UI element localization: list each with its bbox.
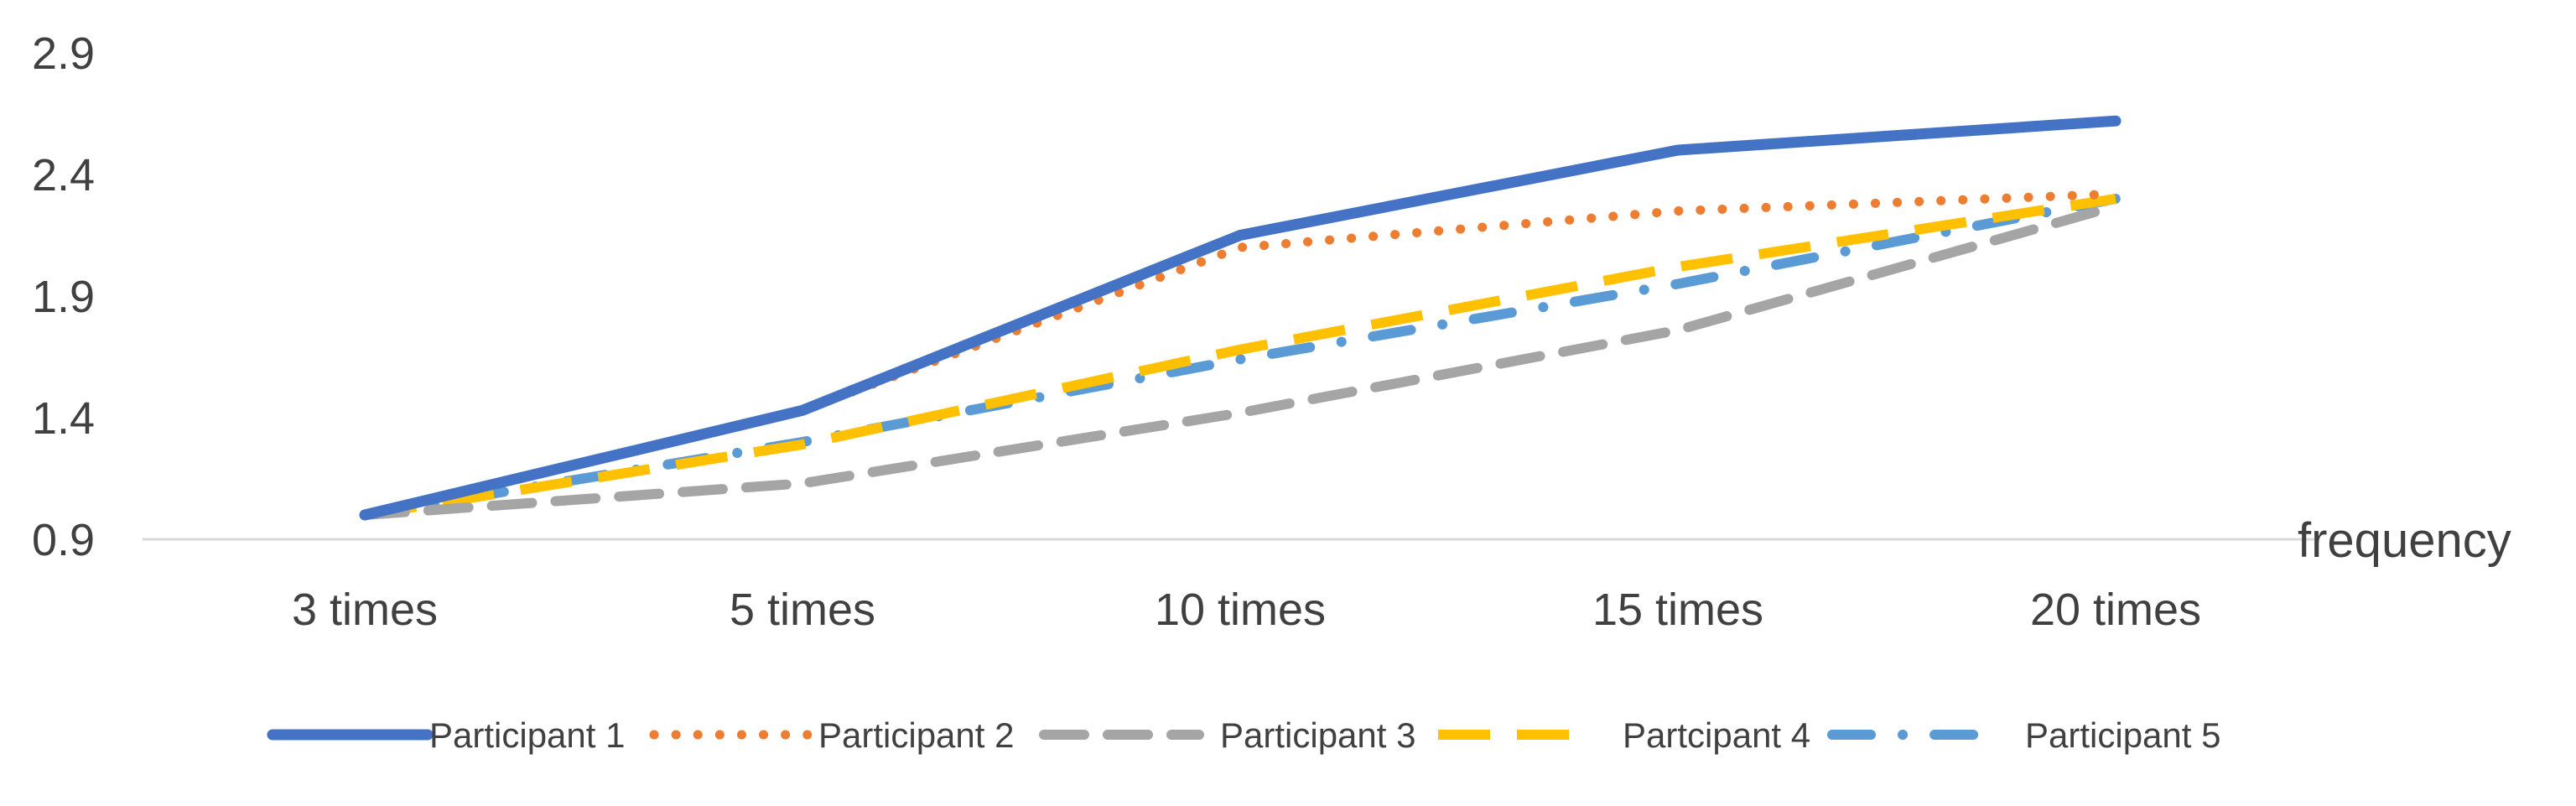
x-tick-label: 10 times <box>1155 585 1326 635</box>
x-axis-ticks: 3 times 5 times 10 times 15 times 20 times <box>292 585 2201 635</box>
series-line-5 <box>360 194 2121 520</box>
legend-label: Participant 1 <box>429 715 625 755</box>
legend-label: Partcipant 4 <box>1623 715 1810 755</box>
series-line-4 <box>364 194 2116 520</box>
legend: Participant 1 Participant 2 Participant 3 P… <box>267 715 2220 755</box>
y-tick-label: 2.9 <box>32 29 95 79</box>
y-tick-label: 1.4 <box>32 393 95 444</box>
series-lines <box>359 115 2122 521</box>
x-tick-label: 5 times <box>730 585 875 635</box>
series-line-1 <box>359 115 2122 521</box>
y-tick-label: 2.4 <box>32 150 95 200</box>
x-tick-label: 3 times <box>292 585 438 635</box>
x-tick-label: 20 times <box>2030 585 2201 635</box>
series-line-2 <box>360 189 2121 520</box>
x-axis-title: frequency <box>2298 513 2511 568</box>
y-axis-ticks: 0.9 1.4 1.9 2.4 2.9 <box>32 29 95 565</box>
y-tick-label: 0.9 <box>32 515 95 565</box>
x-tick-label: 15 times <box>1592 585 1763 635</box>
legend-label: Participant 3 <box>1220 715 1415 755</box>
y-tick-label: 1.9 <box>32 272 95 322</box>
legend-label: Participant 5 <box>2025 715 2220 755</box>
series-line-3 <box>360 200 2121 520</box>
legend-label: Participant 2 <box>818 715 1014 755</box>
